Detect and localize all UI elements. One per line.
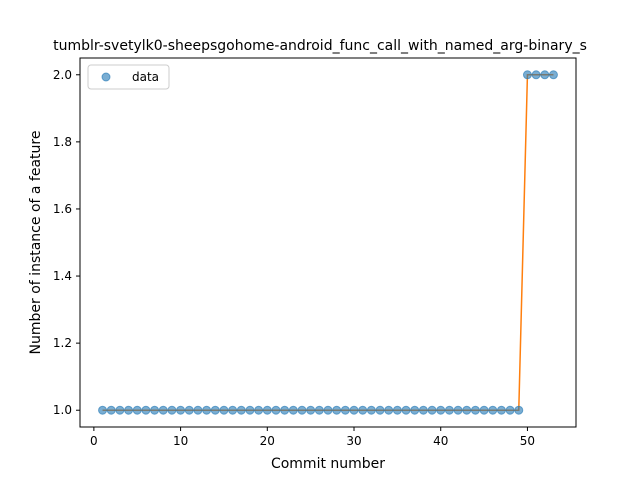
data-point — [401, 405, 411, 415]
data-point — [418, 405, 428, 415]
data-point — [167, 405, 177, 415]
legend: data — [87, 64, 170, 90]
plot-area — [80, 58, 576, 427]
data-point — [115, 405, 125, 415]
y-tick-label: 1.8 — [53, 135, 72, 149]
x-tick-label: 0 — [90, 434, 98, 448]
data-point — [522, 70, 532, 80]
data-point — [262, 405, 272, 415]
data-point — [202, 405, 212, 415]
y-axis-label: Number of instance of a feature — [28, 131, 44, 355]
axes-spines — [79, 57, 577, 428]
data-point — [210, 405, 220, 415]
data-point — [176, 405, 186, 415]
legend-box — [87, 64, 170, 90]
data-point — [245, 405, 255, 415]
data-point — [462, 405, 472, 415]
data-point — [297, 405, 307, 415]
data-point — [141, 405, 151, 415]
axes-frame — [79, 57, 577, 428]
data-point — [314, 405, 324, 415]
data-point — [444, 405, 454, 415]
data-point — [505, 405, 515, 415]
y-axis: 1.0 1.2 1.4 1.6 1.8 2.0 — [53, 68, 80, 417]
data-point — [340, 405, 350, 415]
data-point — [540, 70, 550, 80]
data-point — [158, 405, 168, 415]
data-point — [106, 405, 116, 415]
data-point — [124, 405, 134, 415]
data-point — [366, 405, 376, 415]
data-point — [288, 405, 298, 415]
data-point — [479, 405, 489, 415]
x-tick-label: 10 — [173, 434, 188, 448]
data-point — [280, 405, 290, 415]
data-point — [427, 405, 437, 415]
y-tick-label: 1.6 — [53, 202, 72, 216]
data-point — [150, 405, 160, 415]
data-point — [219, 405, 229, 415]
data-point — [496, 405, 506, 415]
point-layer — [98, 70, 558, 415]
y-tick-label: 2.0 — [53, 68, 72, 82]
data-point — [453, 405, 463, 415]
data-point — [410, 405, 420, 415]
y-tick-label: 1.4 — [53, 269, 72, 283]
data-point — [470, 405, 480, 415]
data-point — [236, 405, 246, 415]
data-point — [488, 405, 498, 415]
data-point — [193, 405, 203, 415]
data-point — [392, 405, 402, 415]
data-point — [132, 405, 142, 415]
data-point — [514, 405, 524, 415]
x-tick-label: 30 — [346, 434, 361, 448]
chart-title: tumblr-svetylk0-sheepsgohome-android_fun… — [53, 38, 587, 54]
x-tick-label: 40 — [433, 434, 448, 448]
data-point — [375, 405, 385, 415]
data-point — [271, 405, 281, 415]
data-point — [228, 405, 238, 415]
data-point — [332, 405, 342, 415]
data-point — [384, 405, 394, 415]
data-point — [349, 405, 359, 415]
data-point — [323, 405, 333, 415]
data-point — [436, 405, 446, 415]
data-point — [548, 70, 558, 80]
legend-marker — [101, 72, 111, 82]
data-point — [531, 70, 541, 80]
data-point — [306, 405, 316, 415]
data-point — [184, 405, 194, 415]
x-axis: 0 10 20 30 40 50 — [90, 427, 535, 448]
x-tick-label: 20 — [260, 434, 275, 448]
x-axis-label: Commit number — [271, 456, 385, 472]
x-tick-label: 50 — [520, 434, 535, 448]
data-point — [254, 405, 264, 415]
legend-label: data — [132, 70, 159, 84]
data-point — [98, 405, 108, 415]
y-tick-label: 1.2 — [53, 336, 72, 350]
y-tick-label: 1.0 — [53, 403, 72, 417]
data-point — [358, 405, 368, 415]
